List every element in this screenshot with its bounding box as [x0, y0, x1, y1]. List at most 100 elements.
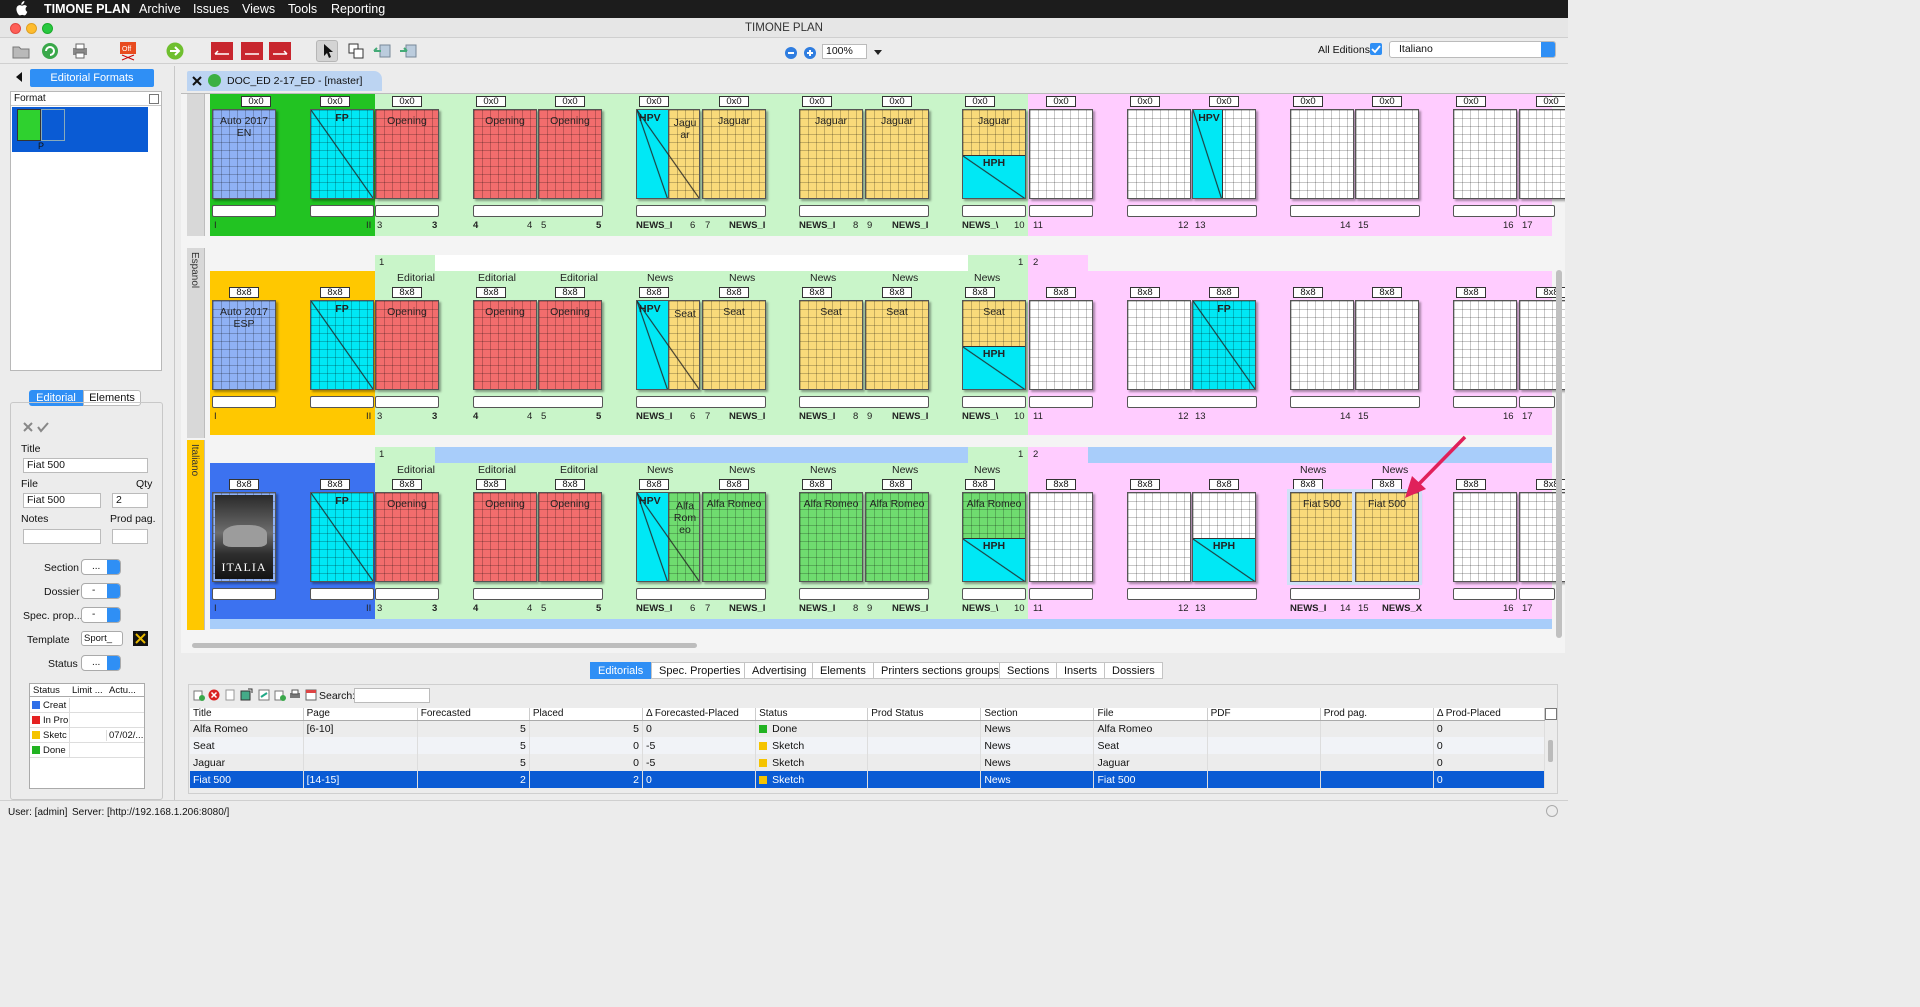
table-row[interactable]: Jaguar 5 0 -5 Sketch News Jaguar 0	[190, 754, 1546, 771]
spread-note-field-4[interactable]	[636, 396, 766, 408]
column-header-3[interactable]: Placed	[529, 708, 643, 721]
zoom-out-icon[interactable]	[784, 41, 798, 61]
table-row[interactable]: Fiat 500 [14-15] 2 2 0 Sketch News Fiat 500 0	[190, 771, 1546, 788]
column-header-7[interactable]: Section	[980, 708, 1095, 721]
spread-note-field-9[interactable]	[1290, 396, 1420, 408]
page-4[interactable]: Opening	[473, 109, 537, 199]
status-table-row[interactable]: Done	[30, 743, 144, 758]
title-input[interactable]: Fiat 500	[23, 458, 148, 473]
column-header-11[interactable]: Δ Prod-Placed	[1433, 708, 1546, 721]
page-1[interactable]: Auto 2017 ESP	[212, 300, 276, 390]
page-2[interactable]: FP	[310, 492, 374, 582]
add-row-icon[interactable]	[193, 689, 205, 701]
table-row[interactable]: Seat 5 0 -5 Sketch News Seat 0	[190, 737, 1546, 754]
spread-note-field-10[interactable]	[1453, 205, 1517, 217]
column-chooser-icon[interactable]	[149, 94, 159, 104]
menu-app-name[interactable]: TIMONE PLAN	[44, 2, 131, 16]
tab-elements[interactable]: Elements	[812, 662, 874, 679]
spread-note-field-0[interactable]	[212, 205, 276, 217]
spread-note-field-10[interactable]	[1453, 396, 1517, 408]
editorial-formats-tab[interactable]: Editorial Formats	[30, 69, 154, 87]
spread-note-field-7[interactable]	[1029, 396, 1093, 408]
page-13[interactable]: HPV	[1192, 109, 1256, 199]
page-2[interactable]: FP	[310, 300, 374, 390]
page-3[interactable]: Opening	[375, 109, 439, 199]
copy-icon[interactable]	[346, 41, 366, 61]
all-editions-checkbox[interactable]	[1370, 43, 1382, 55]
plan-vertical-scrollbar[interactable]	[1556, 270, 1562, 638]
menu-views[interactable]: Views	[242, 2, 276, 16]
minimize-window-button[interactable]	[26, 23, 37, 34]
qty-input[interactable]: 2	[112, 493, 148, 508]
column-header-4[interactable]: Δ Forecasted-Placed	[642, 708, 757, 721]
spread-note-field-10[interactable]	[1453, 588, 1517, 600]
status-table-row[interactable]: Sketc 07/02/...	[30, 728, 144, 743]
zoom-level-input[interactable]: 100%	[822, 44, 867, 59]
column-header-0[interactable]: Title	[190, 708, 304, 721]
tab-advertising[interactable]: Advertising	[744, 662, 815, 679]
collapse-left-icon[interactable]	[13, 71, 25, 83]
link-icon[interactable]	[258, 689, 270, 701]
duplicate-icon[interactable]	[224, 689, 236, 701]
table-scrollbar[interactable]	[1548, 740, 1553, 762]
export-icon[interactable]	[274, 689, 286, 701]
page-15[interactable]	[1355, 109, 1419, 199]
page-15[interactable]	[1355, 300, 1419, 390]
prod-pag-input[interactable]	[112, 529, 148, 544]
page-1[interactable]: ITALIA	[212, 492, 276, 582]
page-16[interactable]	[1453, 492, 1517, 582]
column-header-10[interactable]: Prod pag.	[1320, 708, 1434, 721]
spread-note-field-3[interactable]	[473, 396, 603, 408]
language-select[interactable]: Italiano	[1389, 41, 1556, 58]
page-12[interactable]	[1127, 300, 1191, 390]
sync-both-icon[interactable]	[240, 41, 264, 61]
spread-note-field-4[interactable]	[636, 205, 766, 217]
go-arrow-icon[interactable]	[165, 41, 185, 61]
spread-note-field-9[interactable]	[1290, 588, 1420, 600]
print-list-icon[interactable]	[289, 689, 301, 701]
spread-note-field-3[interactable]	[473, 588, 603, 600]
page-6[interactable]: Seat HPV	[636, 300, 700, 390]
menu-reporting[interactable]: Reporting	[331, 2, 386, 16]
spread-note-field-2[interactable]	[375, 396, 439, 408]
zoom-dropdown-icon[interactable]	[873, 48, 883, 56]
page-14[interactable]: Fiat 500	[1287, 489, 1357, 585]
page-10[interactable]: Seat HPH	[962, 300, 1026, 390]
spread-note-field-9[interactable]	[1290, 205, 1420, 217]
page-7[interactable]: Alfa Romeo	[702, 492, 766, 582]
page-13[interactable]: HPH	[1192, 492, 1256, 582]
import-icon[interactable]	[240, 688, 253, 701]
spread-note-field-5[interactable]	[799, 205, 929, 217]
page-16[interactable]	[1453, 300, 1517, 390]
menu-tools[interactable]: Tools	[288, 2, 318, 16]
page-6[interactable]: Jagu ar HPV	[636, 109, 700, 199]
offline-icon[interactable]: Off	[118, 41, 138, 61]
status-select[interactable]: ...	[81, 655, 121, 671]
file-input[interactable]: Fiat 500	[23, 493, 101, 508]
table-column-chooser-icon[interactable]	[1545, 708, 1557, 720]
zoom-window-button[interactable]	[42, 23, 53, 34]
plan-canvas[interactable]: 0x0 Auto 2017 EN 0x0 FP 0x0 Opening 0x0 Opening…	[181, 93, 1565, 653]
search-input[interactable]	[354, 688, 430, 703]
spread-note-field-5[interactable]	[799, 588, 929, 600]
page-3[interactable]: Opening	[375, 492, 439, 582]
spread-note-field-6[interactable]	[962, 205, 1026, 217]
template-select[interactable]: Sport_	[81, 631, 123, 646]
column-header-9[interactable]: PDF	[1207, 708, 1321, 721]
page-5[interactable]: Opening	[538, 492, 602, 582]
format-item-selected[interactable]: P	[12, 107, 148, 152]
column-header-2[interactable]: Forecasted	[417, 708, 530, 721]
spread-note-field-2[interactable]	[375, 588, 439, 600]
confirm-check-icon[interactable]	[37, 421, 49, 433]
spread-note-field-11[interactable]	[1519, 205, 1555, 217]
page-17[interactable]	[1519, 109, 1565, 199]
tab-sections[interactable]: Sections	[999, 662, 1058, 679]
spread-note-field-3[interactable]	[473, 205, 603, 217]
tab-inserts[interactable]: Inserts	[1056, 662, 1106, 679]
spread-note-field-6[interactable]	[962, 396, 1026, 408]
calendar-icon[interactable]	[305, 689, 317, 701]
spread-note-field-8[interactable]	[1127, 396, 1257, 408]
page-9[interactable]: Alfa Romeo	[865, 492, 929, 582]
page-13[interactable]: FP	[1192, 300, 1256, 390]
template-x-icon[interactable]	[133, 631, 148, 646]
